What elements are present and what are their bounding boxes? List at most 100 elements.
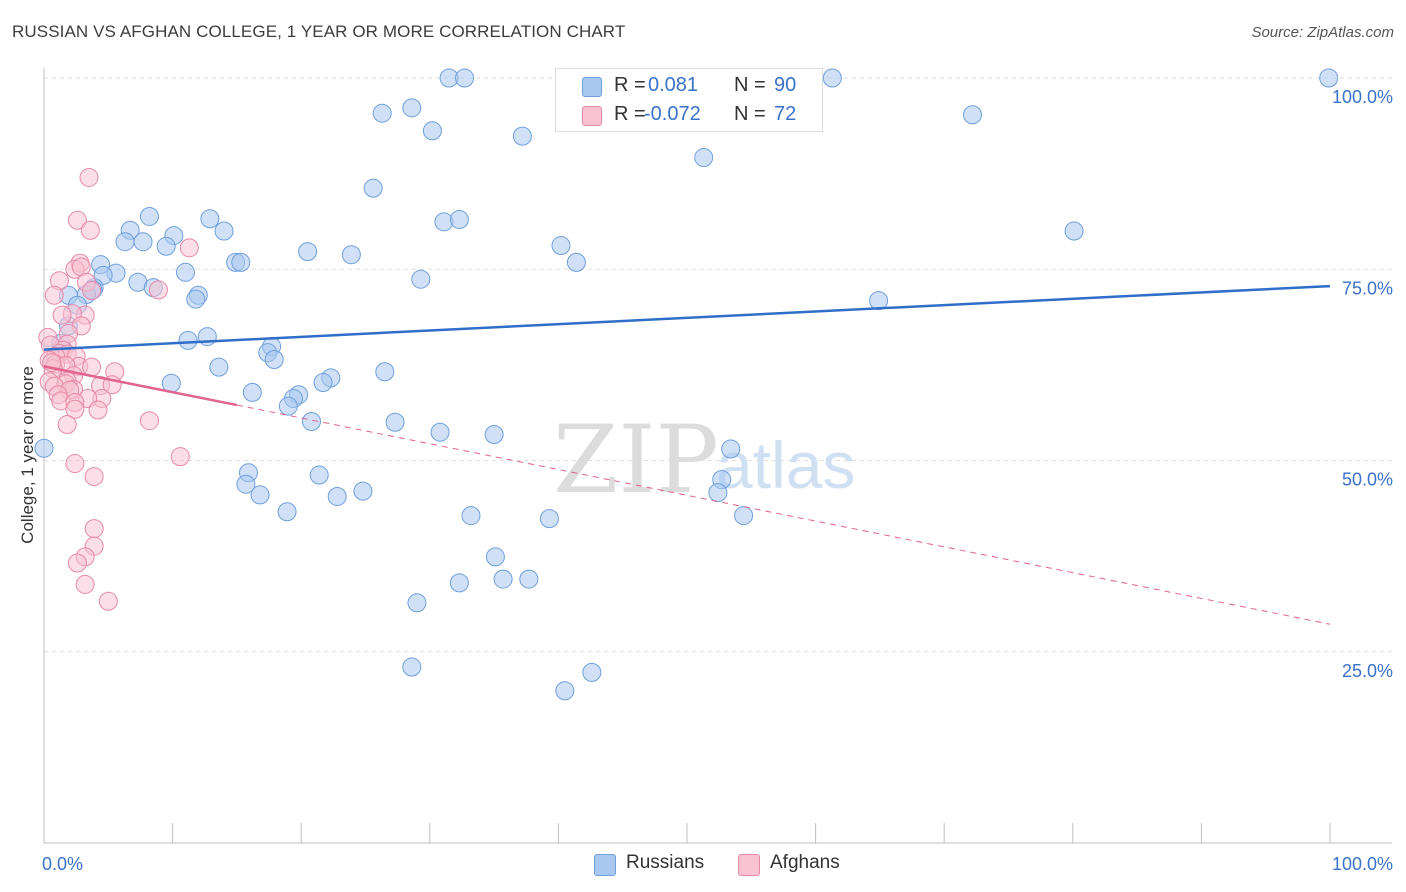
point-russians bbox=[461, 506, 481, 526]
point-russians bbox=[327, 486, 347, 506]
series-legend: Russians Afghans bbox=[0, 852, 1406, 878]
point-russians bbox=[484, 424, 504, 444]
point-russians bbox=[422, 121, 442, 141]
point-afghans bbox=[75, 574, 95, 594]
point-russians bbox=[822, 68, 842, 88]
legend-n-label: N = bbox=[734, 74, 766, 96]
point-russians bbox=[209, 357, 229, 377]
legend-n-label: N = bbox=[734, 103, 766, 125]
point-russians bbox=[298, 242, 318, 262]
point-afghans bbox=[67, 210, 87, 230]
point-russians bbox=[582, 662, 602, 682]
trend-lines bbox=[43, 284, 1331, 625]
x-tick-label: 0.0% bbox=[42, 854, 83, 874]
point-afghans bbox=[84, 519, 104, 539]
legend-r-label: R = bbox=[614, 74, 646, 96]
point-afghans bbox=[98, 591, 118, 611]
point-russians bbox=[455, 68, 475, 88]
trend-line-afghans-extension bbox=[236, 404, 1331, 625]
point-afghans bbox=[57, 415, 77, 435]
point-russians bbox=[214, 221, 234, 241]
tick-labels: 100.0% 75.0% 50.0% 25.0% 0.0% 100.0% bbox=[42, 87, 1393, 874]
x-tick-label: 100.0% bbox=[1332, 854, 1393, 874]
point-russians bbox=[493, 569, 513, 589]
point-afghans bbox=[65, 399, 85, 419]
point-russians bbox=[1319, 68, 1339, 88]
axes bbox=[43, 68, 1392, 844]
point-russians bbox=[551, 236, 571, 256]
stats-legend: R = 0.081 N = 90 R = -0.072 N = 72 bbox=[555, 68, 823, 132]
point-russians bbox=[512, 126, 532, 146]
legend-n-value: 90 bbox=[774, 74, 797, 96]
point-russians bbox=[341, 245, 361, 265]
point-russians bbox=[407, 593, 427, 613]
point-russians bbox=[133, 232, 153, 252]
point-russians bbox=[231, 252, 251, 272]
legend-label-russians: Russians bbox=[626, 852, 705, 873]
chart-title: RUSSIAN VS AFGHAN COLLEGE, 1 YEAR OR MOR… bbox=[12, 22, 626, 41]
point-afghans bbox=[88, 400, 108, 420]
y-tick-label: 50.0% bbox=[1342, 470, 1393, 490]
legend-r-value: 0.081 bbox=[648, 74, 699, 96]
series-afghans-points bbox=[38, 167, 199, 611]
point-russians bbox=[449, 210, 469, 230]
point-russians bbox=[186, 289, 206, 309]
point-afghans bbox=[170, 447, 190, 467]
point-russians bbox=[372, 103, 392, 123]
point-russians bbox=[264, 350, 284, 370]
point-afghans bbox=[65, 454, 85, 474]
y-tick-label: 75.0% bbox=[1342, 278, 1393, 298]
point-russians bbox=[962, 105, 982, 125]
point-russians bbox=[539, 509, 559, 529]
point-russians bbox=[734, 506, 754, 526]
point-russians bbox=[250, 485, 270, 505]
point-russians bbox=[156, 236, 176, 256]
point-russians bbox=[115, 232, 135, 252]
point-russians bbox=[430, 422, 450, 442]
point-russians bbox=[721, 439, 741, 459]
legend-n-value: 72 bbox=[774, 103, 797, 125]
legend-r-value: -0.072 bbox=[644, 103, 701, 125]
legend-row-russians: R = 0.081 N = 90 bbox=[556, 71, 822, 101]
point-afghans bbox=[79, 167, 99, 187]
point-russians bbox=[236, 474, 256, 494]
point-russians bbox=[449, 573, 469, 593]
point-russians bbox=[309, 465, 329, 485]
point-afghans bbox=[82, 281, 102, 301]
point-afghans bbox=[52, 305, 72, 325]
point-russians bbox=[353, 481, 373, 501]
point-afghans bbox=[80, 220, 100, 240]
source-label: Source: ZipAtlas.com bbox=[1251, 24, 1394, 41]
point-afghans bbox=[84, 467, 104, 487]
point-russians bbox=[566, 252, 586, 272]
point-russians bbox=[694, 148, 714, 168]
point-russians bbox=[708, 483, 728, 503]
point-afghans bbox=[44, 285, 64, 305]
point-russians bbox=[175, 262, 195, 282]
legend-swatch-afghans bbox=[738, 854, 760, 876]
point-russians bbox=[555, 681, 575, 701]
legend-label-afghans: Afghans bbox=[770, 852, 840, 873]
point-russians bbox=[1064, 221, 1084, 241]
point-russians bbox=[34, 438, 54, 458]
point-russians bbox=[411, 269, 431, 289]
point-russians bbox=[485, 547, 505, 567]
watermark-zip: ZIP bbox=[553, 406, 719, 515]
y-tick-label: 25.0% bbox=[1342, 661, 1393, 681]
point-russians bbox=[519, 569, 539, 589]
point-russians bbox=[375, 362, 395, 382]
point-russians bbox=[402, 657, 422, 677]
point-afghans bbox=[179, 238, 199, 258]
y-axis-label: College, 1 year or more bbox=[18, 366, 37, 544]
point-russians bbox=[363, 178, 383, 198]
point-russians bbox=[313, 372, 333, 392]
grid-lines bbox=[44, 77, 1392, 653]
point-russians bbox=[385, 412, 405, 432]
legend-row-afghans: R = -0.072 N = 72 bbox=[556, 100, 822, 130]
legend-swatch-russians bbox=[594, 854, 616, 876]
legend-swatch-russians bbox=[582, 77, 602, 97]
watermark-atlas: atlas bbox=[716, 428, 855, 502]
legend-swatch-afghans bbox=[582, 106, 602, 126]
